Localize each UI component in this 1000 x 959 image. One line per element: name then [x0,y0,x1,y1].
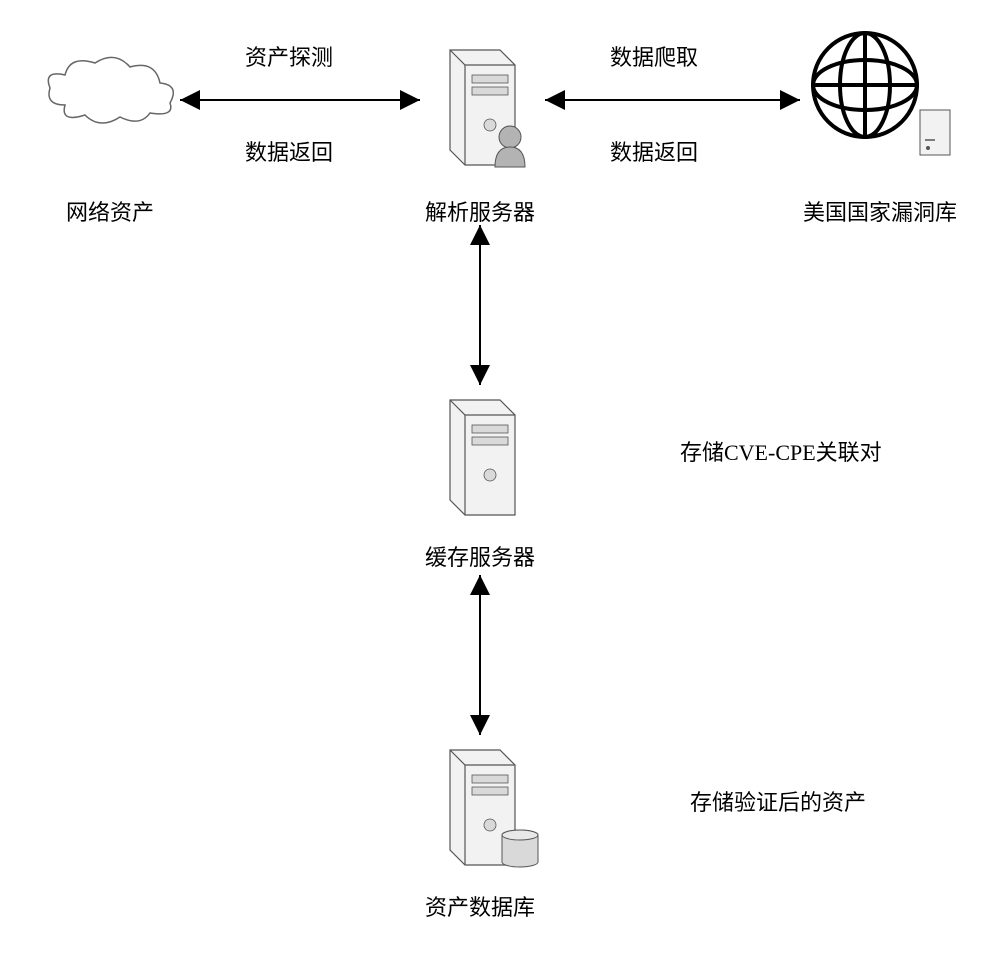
edge-parse-nvd-bottom-label: 数据返回 [610,135,698,167]
edge-cloud-parse-top-label: 资产探测 [245,40,333,72]
parse-server-label: 解析服务器 [420,195,540,227]
edge-parse-nvd-top-label: 数据爬取 [610,40,698,72]
edge-cloud-parse-bottom-label: 数据返回 [245,135,333,167]
annotation-cve-cpe: 存储CVE-CPE关联对 [680,435,882,467]
cloud-icon [48,57,173,123]
asset-db-label: 资产数据库 [420,890,540,922]
cache-server-icon [450,400,515,515]
parse-server-icon [450,50,525,167]
asset-db-icon [450,750,538,867]
nvd-label: 美国国家漏洞库 [790,195,970,227]
cache-server-label: 缓存服务器 [420,540,540,572]
cloud-label: 网络资产 [50,195,170,227]
annotation-store-asset: 存储验证后的资产 [690,785,866,817]
nvd-icon [813,33,950,155]
